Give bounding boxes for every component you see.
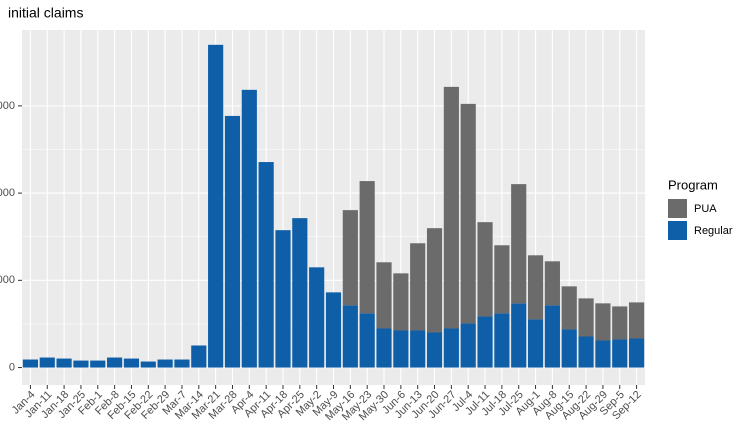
bar-segment bbox=[191, 345, 207, 368]
bar-segment bbox=[90, 360, 106, 368]
bar-segment bbox=[140, 361, 156, 368]
bar-segment bbox=[22, 359, 38, 368]
bar-segment bbox=[494, 313, 510, 368]
bar-segment bbox=[511, 303, 527, 368]
bar-segment bbox=[629, 302, 645, 339]
bar-segment bbox=[309, 267, 325, 368]
chart-title: initial claims bbox=[8, 5, 83, 21]
y-tick-label: 0 bbox=[9, 361, 15, 373]
bar-segment bbox=[241, 89, 257, 368]
bar-segment bbox=[258, 162, 274, 368]
bar-segment bbox=[460, 103, 476, 324]
bar-segment bbox=[342, 305, 358, 368]
bar-segment bbox=[359, 181, 375, 314]
bar-segment bbox=[376, 328, 392, 368]
bar-segment bbox=[477, 222, 493, 317]
bar-segment bbox=[174, 359, 190, 368]
bar-segment bbox=[292, 218, 308, 368]
bar-segment bbox=[460, 323, 476, 368]
bar-segment bbox=[157, 359, 173, 368]
bar-segment bbox=[393, 273, 409, 331]
bar-segment bbox=[578, 298, 594, 337]
bar-segment bbox=[410, 330, 426, 368]
bar-segment bbox=[107, 357, 123, 368]
bar-segment bbox=[527, 255, 544, 320]
bar-segment bbox=[410, 243, 426, 331]
bar-segment bbox=[359, 313, 375, 368]
bar-segment bbox=[224, 115, 241, 368]
bar-segment bbox=[595, 340, 611, 368]
bar-segment bbox=[443, 86, 459, 329]
bar-segment bbox=[544, 261, 560, 306]
bar-segment bbox=[73, 360, 89, 368]
y-tick-label: 200000 bbox=[0, 187, 15, 199]
bar-segment bbox=[56, 358, 72, 368]
bar-segment bbox=[393, 330, 409, 368]
bar-segment bbox=[477, 316, 493, 368]
bar-segment bbox=[426, 228, 443, 333]
bar-segment bbox=[494, 245, 510, 314]
bar-segment bbox=[561, 329, 577, 368]
bar-segment bbox=[527, 319, 544, 368]
bar-segment bbox=[612, 339, 628, 368]
bar-segment bbox=[208, 44, 224, 368]
bar-segment bbox=[595, 303, 611, 341]
bar-segment bbox=[275, 230, 291, 368]
bar-segment bbox=[544, 305, 560, 368]
bar-segment bbox=[578, 336, 594, 368]
bar-segment bbox=[342, 210, 358, 306]
bar-segment bbox=[629, 338, 645, 368]
legend-key bbox=[668, 199, 687, 218]
bar-segment bbox=[426, 332, 443, 368]
bar-segment bbox=[612, 306, 628, 340]
legend-label: Regular bbox=[694, 225, 733, 237]
bar-segment bbox=[123, 358, 140, 368]
bar-segment bbox=[561, 286, 577, 330]
bar-segment bbox=[443, 328, 459, 368]
bar-segment bbox=[39, 357, 55, 368]
legend-key bbox=[668, 221, 687, 240]
bar-segment bbox=[511, 184, 527, 304]
y-tick-label: 300000 bbox=[0, 100, 15, 112]
bar-segment bbox=[376, 262, 392, 329]
bar-segment bbox=[325, 292, 342, 368]
y-tick-label: 100000 bbox=[0, 274, 15, 286]
legend-title: Program bbox=[668, 177, 718, 192]
legend-label: PUA bbox=[694, 203, 717, 215]
